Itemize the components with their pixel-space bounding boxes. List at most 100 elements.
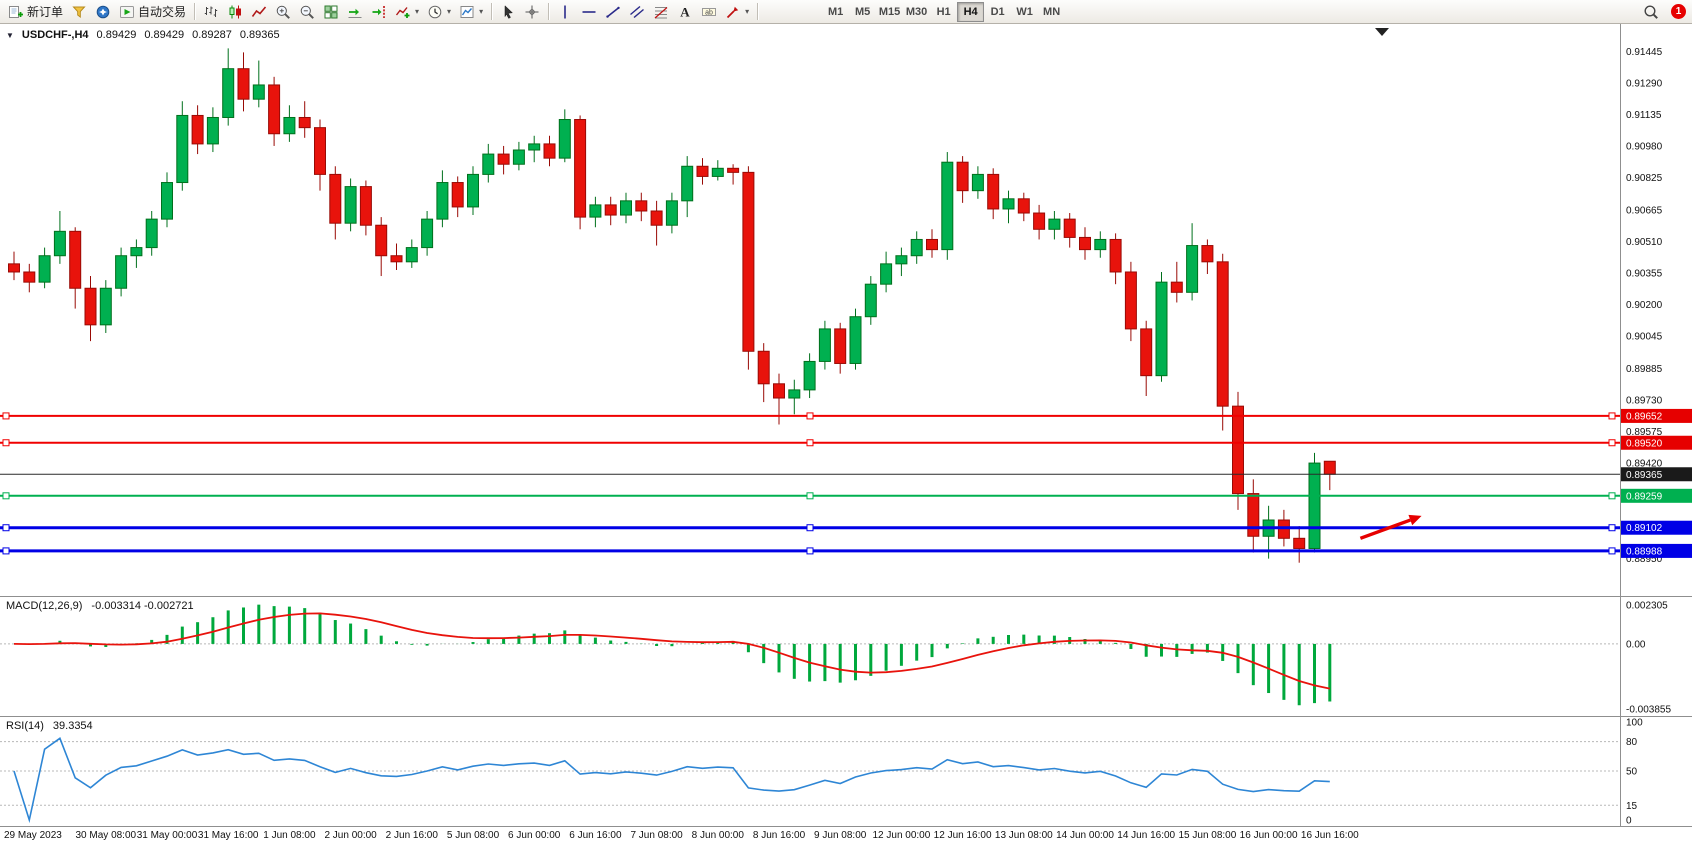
candle xyxy=(1124,271,1137,330)
navigator-button[interactable] xyxy=(91,1,115,22)
crosshair-button[interactable] xyxy=(520,1,544,22)
auto-scroll-button[interactable] xyxy=(343,1,367,22)
tile-windows-button[interactable] xyxy=(319,1,343,22)
line-handle[interactable] xyxy=(806,524,814,532)
price-tag xyxy=(1621,408,1692,423)
price-tag xyxy=(1621,467,1692,482)
trendline-button[interactable] xyxy=(601,1,625,22)
templates-button[interactable]: ▾ xyxy=(455,1,487,22)
line-chart-icon xyxy=(251,5,267,17)
market-watch-button[interactable] xyxy=(67,1,91,22)
line-handle[interactable] xyxy=(806,547,814,555)
candle xyxy=(757,350,770,385)
candle xyxy=(1079,236,1091,251)
zoom-in-button[interactable] xyxy=(271,1,295,22)
candle xyxy=(1017,198,1030,214)
rsi-axis-label: 100 xyxy=(1626,718,1643,729)
line-handle[interactable] xyxy=(1608,524,1616,532)
candle xyxy=(84,287,97,326)
time-axis-label: 6 Jun 16:00 xyxy=(569,830,622,841)
price-axis-label: 0.91290 xyxy=(1626,78,1663,89)
timeframe-m1-button[interactable]: M1 xyxy=(822,2,849,22)
price-tag xyxy=(1621,520,1692,535)
bar-chart-button[interactable] xyxy=(199,1,223,22)
search-button[interactable] xyxy=(1639,1,1663,22)
timeframe-m5-button[interactable]: M5 xyxy=(849,2,876,22)
timeframe-m30-button[interactable]: M30 xyxy=(903,2,930,22)
autotrading-button[interactable]: 自动交易 xyxy=(115,1,190,22)
channel-button[interactable] xyxy=(625,1,649,22)
macd-chart[interactable]: 0.002305 0.00 -0.003855 xyxy=(0,597,1692,716)
macd-axis-label: 0.00 xyxy=(1626,639,1646,650)
candle xyxy=(803,360,816,391)
line-handle[interactable] xyxy=(2,547,10,555)
line-handle[interactable] xyxy=(2,492,10,500)
candle xyxy=(130,247,143,257)
vertical-line-button[interactable] xyxy=(553,1,577,22)
line-handle[interactable] xyxy=(2,412,10,420)
candle xyxy=(329,173,342,224)
timeframe-w1-button[interactable]: W1 xyxy=(1011,2,1038,22)
candle xyxy=(635,200,648,212)
chart-shift-marker[interactable] xyxy=(1375,28,1389,36)
price-chart[interactable]: 0.91445 0.91290 0.91135 0.90980 0.90825 0.906… xyxy=(0,24,1692,596)
candle xyxy=(864,283,877,318)
time-axis[interactable]: 29 May 2023 30 May 08:00 31 May 00:00 31 Ma… xyxy=(0,826,1692,842)
line-handle[interactable] xyxy=(2,439,10,447)
vertical-line-icon xyxy=(564,5,566,18)
annotation-arrow[interactable] xyxy=(1359,518,1411,540)
candle xyxy=(390,255,403,263)
periods-button[interactable]: ▾ xyxy=(423,1,455,22)
price-axis-label: 0.89730 xyxy=(1626,396,1663,407)
line-handle[interactable] xyxy=(1608,439,1616,447)
line-handle[interactable] xyxy=(806,412,814,420)
line-handle[interactable] xyxy=(1608,492,1616,500)
candle xyxy=(1155,281,1168,377)
line-handle[interactable] xyxy=(1608,547,1616,555)
line-handle[interactable] xyxy=(806,439,814,447)
timeframe-h4-button[interactable]: H4 xyxy=(957,1,985,22)
price-axis-label: 0.89885 xyxy=(1626,364,1663,375)
zoom-out-button[interactable] xyxy=(295,1,319,22)
new-order-button[interactable]: 新订单 xyxy=(4,1,67,22)
candle xyxy=(1094,238,1107,251)
search-icon xyxy=(1644,4,1658,19)
macd-axis-label: 0.002305 xyxy=(1626,601,1668,612)
cursor-button[interactable] xyxy=(496,1,520,22)
candle xyxy=(558,119,571,159)
candle xyxy=(1186,245,1199,293)
indicators-button[interactable]: ▾ xyxy=(391,1,423,22)
candle xyxy=(956,161,969,192)
timeframe-m15-button[interactable]: M15 xyxy=(876,2,903,22)
line-handle[interactable] xyxy=(1608,412,1616,420)
line-chart-button[interactable] xyxy=(247,1,271,22)
price-tag xyxy=(1621,435,1692,450)
rsi-chart[interactable]: 100 80 50 15 0 xyxy=(0,717,1692,826)
chart-shift-button[interactable] xyxy=(367,1,391,22)
line-handle[interactable] xyxy=(2,524,10,532)
candle xyxy=(69,230,82,289)
timeframe-d1-button[interactable]: D1 xyxy=(984,2,1011,22)
timeframe-mn-button[interactable]: MN xyxy=(1038,2,1065,22)
candle xyxy=(1048,218,1061,230)
text-label-button[interactable]: ab xyxy=(697,1,721,22)
annotation-arrow-head[interactable] xyxy=(1408,514,1422,526)
price-tag-label: 0.89520 xyxy=(1626,438,1663,449)
line-handle[interactable] xyxy=(806,492,814,500)
text-button[interactable]: A xyxy=(673,1,697,22)
notification-badge[interactable]: 1 xyxy=(1671,4,1686,19)
rsi-panel: RSI(14) 39.3354 100 80 50 15 0 xyxy=(0,716,1692,826)
macd-signal-line xyxy=(13,612,1330,690)
candle xyxy=(405,247,418,263)
candle xyxy=(1323,460,1336,475)
fibonacci-button[interactable] xyxy=(649,1,673,22)
candle xyxy=(359,186,372,226)
candle xyxy=(38,255,51,283)
candlestick-chart-button[interactable] xyxy=(223,1,247,22)
macd-axis-label: -0.003855 xyxy=(1626,705,1671,716)
time-axis-label: 14 Jun 16:00 xyxy=(1117,830,1176,841)
horizontal-line-button[interactable] xyxy=(577,1,601,22)
arrows-button[interactable]: ▾ xyxy=(721,1,753,22)
candle xyxy=(818,328,831,362)
timeframe-h1-button[interactable]: H1 xyxy=(930,2,957,22)
